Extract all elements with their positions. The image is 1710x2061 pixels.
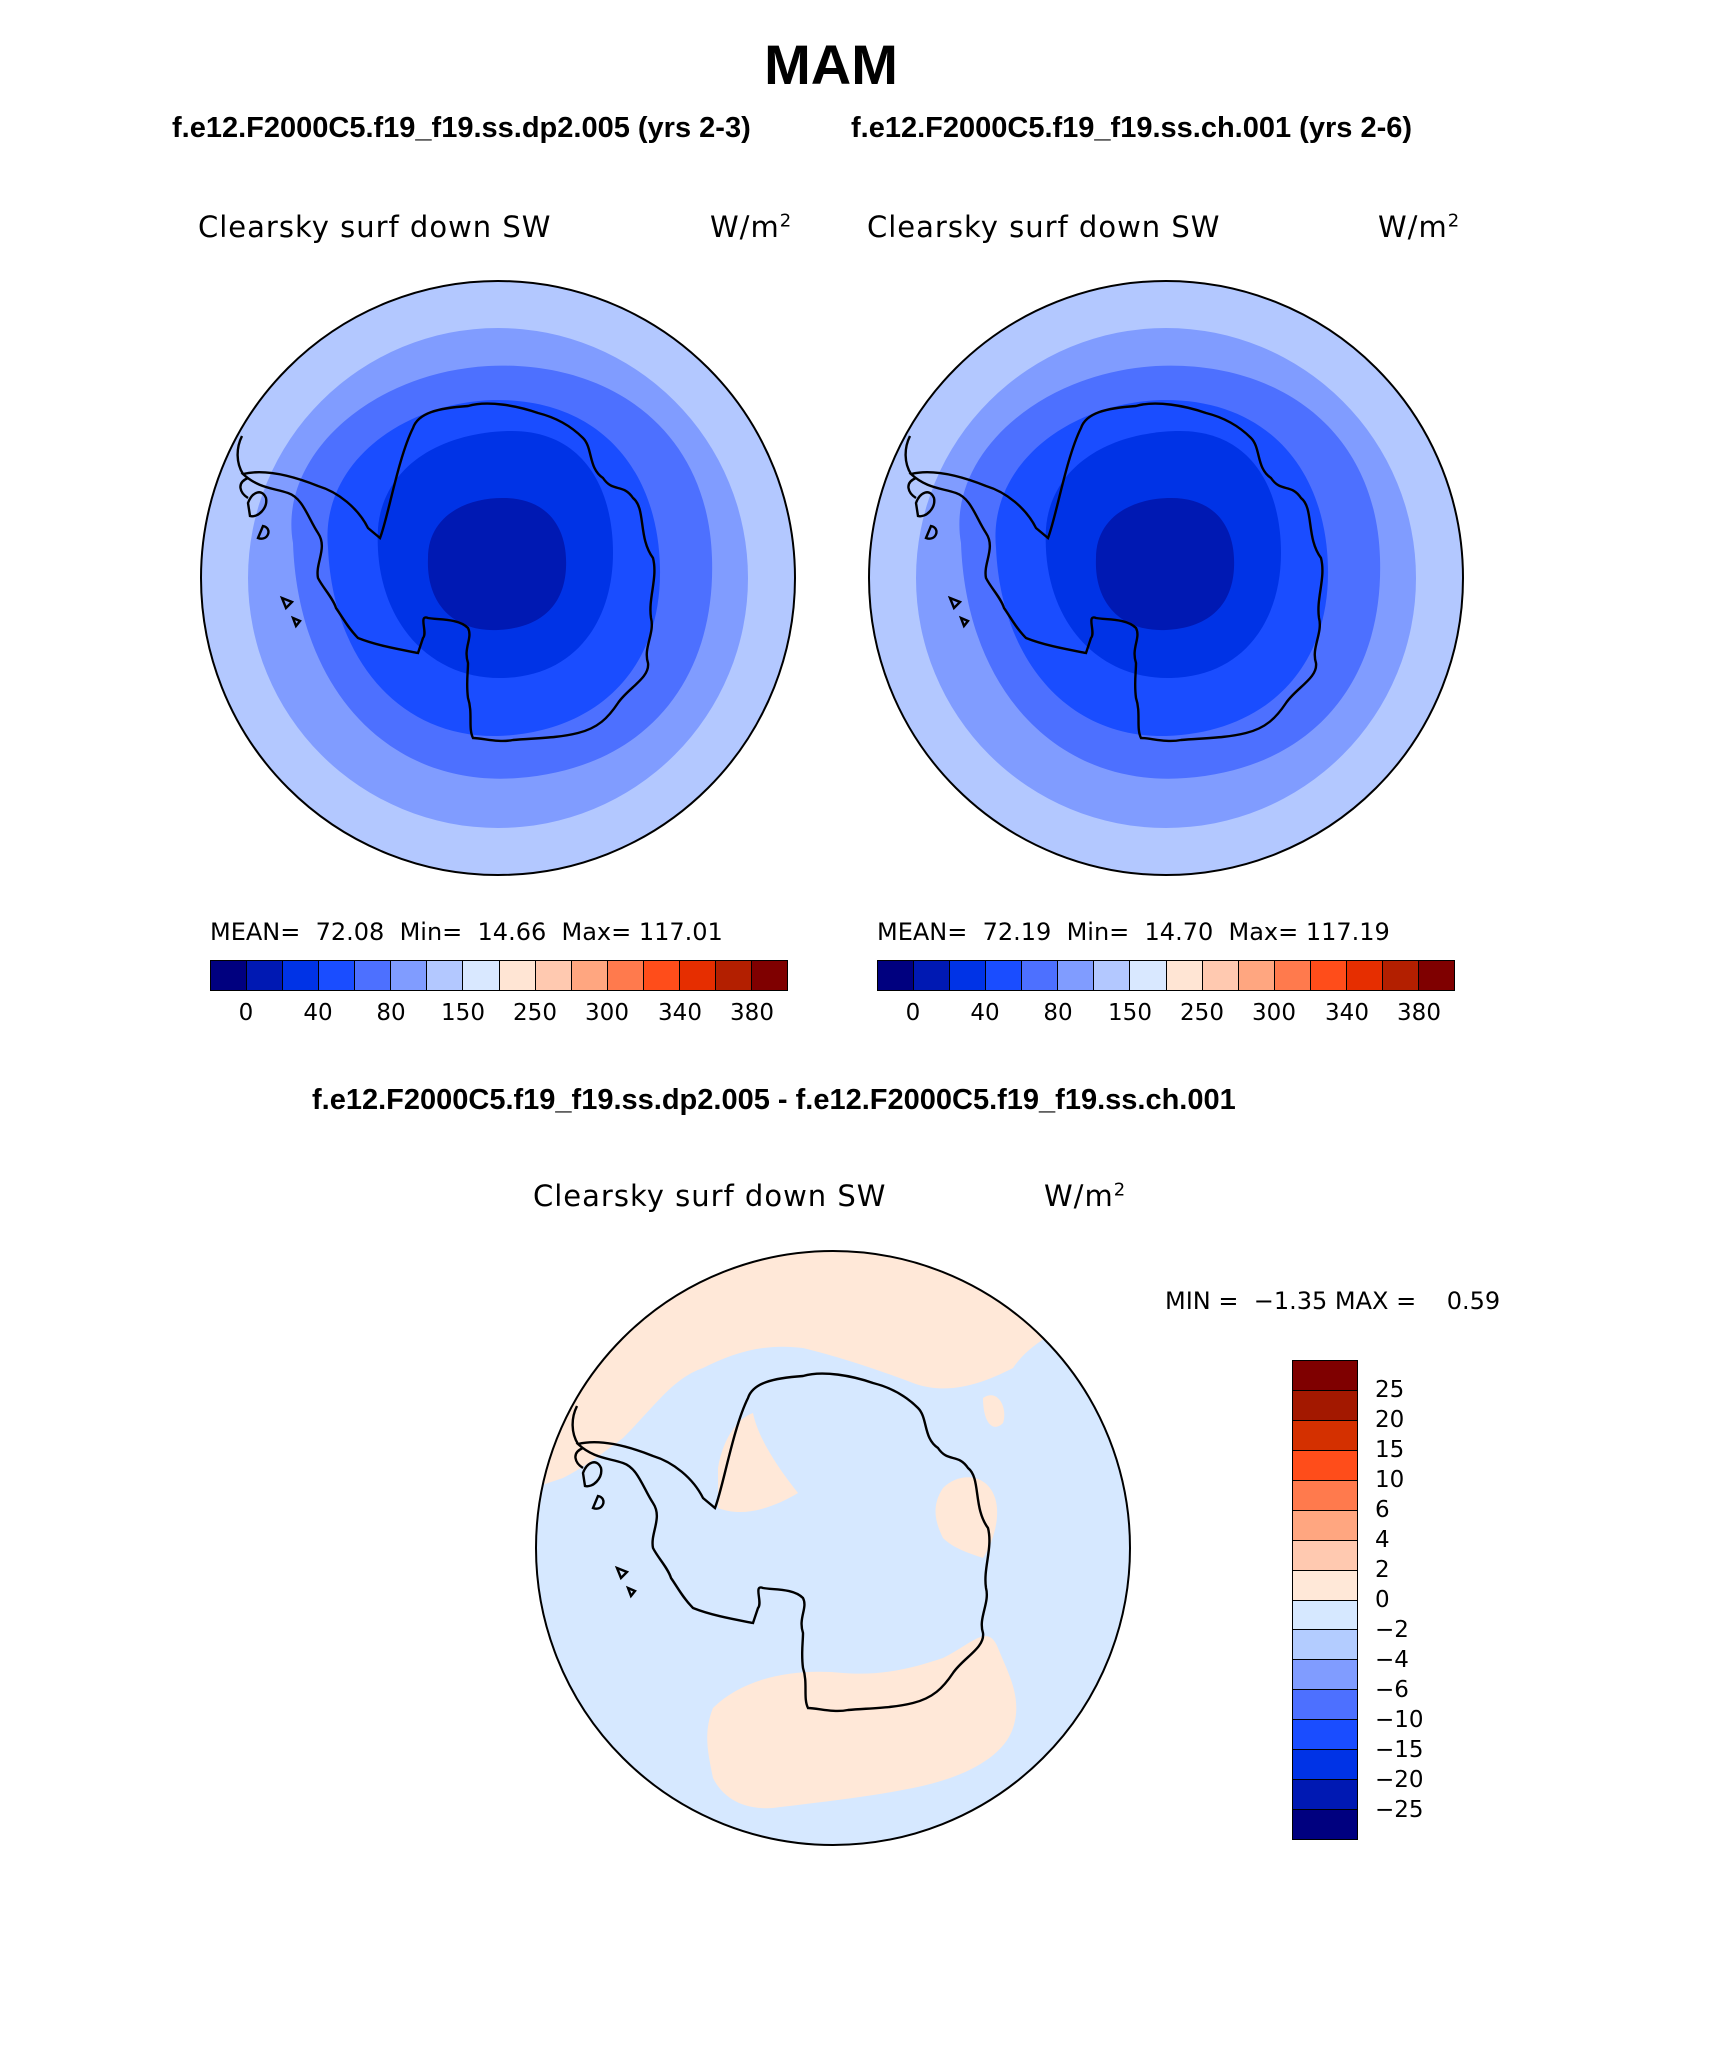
cb3-tick-label: 0: [1375, 1587, 1390, 1613]
cb1-tick-label: 300: [585, 1000, 629, 1026]
cb3-tick-label: 6: [1375, 1497, 1390, 1523]
diff-title: f.e12.F2000C5.f19_f19.ss.dp2.005 - f.e12…: [312, 1084, 1236, 1116]
cb1-tick-label: 0: [238, 1000, 254, 1026]
cb3-tick-label: −20: [1375, 1767, 1424, 1793]
cb1-tick-label: 340: [658, 1000, 702, 1026]
cb3-tick-label: −4: [1375, 1647, 1409, 1673]
cb3-tick-label: 25: [1375, 1377, 1405, 1403]
cb2-tick-label: 40: [970, 1000, 1000, 1026]
cb1-tick-label: 150: [441, 1000, 485, 1026]
cb3-tick-label: 4: [1375, 1527, 1390, 1553]
diff-variable: Clearsky surf down SW: [533, 1179, 887, 1213]
panel1-stats: MEAN= 72.08 Min= 14.66 Max= 117.01: [210, 918, 723, 946]
cb3-tick-label: −15: [1375, 1737, 1424, 1763]
cb3-tick-label: 2: [1375, 1557, 1390, 1583]
diff-units: W/m2: [1044, 1179, 1127, 1213]
cb1-tick-label: 40: [303, 1000, 333, 1026]
cb2-tick-label: 0: [905, 1000, 921, 1026]
diff-minmax: MIN = −1.35 MAX = 0.59: [1165, 1287, 1501, 1315]
cb2-tick-label: 150: [1108, 1000, 1152, 1026]
colorbar-panel-1: [210, 960, 788, 991]
colorbar-panel-2: [877, 960, 1455, 991]
subtitle-left: f.e12.F2000C5.f19_f19.ss.dp2.005 (yrs 2-…: [172, 112, 751, 144]
cb3-tick-label: −6: [1375, 1677, 1409, 1703]
cb1-tick-label: 80: [376, 1000, 406, 1026]
cb3-tick-label: 15: [1375, 1437, 1405, 1463]
cb2-tick-label: 250: [1180, 1000, 1224, 1026]
cb2-tick-label: 380: [1397, 1000, 1441, 1026]
panel1-variable: Clearsky surf down SW: [198, 210, 552, 244]
cb2-tick-label: 80: [1043, 1000, 1073, 1026]
panel2-variable: Clearsky surf down SW: [867, 210, 1221, 244]
cb1-tick-label: 380: [730, 1000, 774, 1026]
cb1-tick-label: 250: [513, 1000, 557, 1026]
cb3-tick-label: 20: [1375, 1407, 1405, 1433]
main-title: MAM: [764, 33, 898, 96]
panel2-stats: MEAN= 72.19 Min= 14.70 Max= 117.19: [877, 918, 1390, 946]
cb3-tick-label: −2: [1375, 1617, 1409, 1643]
cb2-tick-label: 300: [1252, 1000, 1296, 1026]
subtitle-right: f.e12.F2000C5.f19_f19.ss.ch.001 (yrs 2-6…: [851, 112, 1413, 144]
colorbar-diff: [1292, 1360, 1358, 1840]
cb3-tick-label: 10: [1375, 1467, 1405, 1493]
panel1-units: W/m2: [710, 210, 793, 244]
panel2-units: W/m2: [1378, 210, 1461, 244]
cb3-tick-label: −10: [1375, 1707, 1424, 1733]
cb3-tick-label: −25: [1375, 1797, 1424, 1823]
cb2-tick-label: 340: [1325, 1000, 1369, 1026]
